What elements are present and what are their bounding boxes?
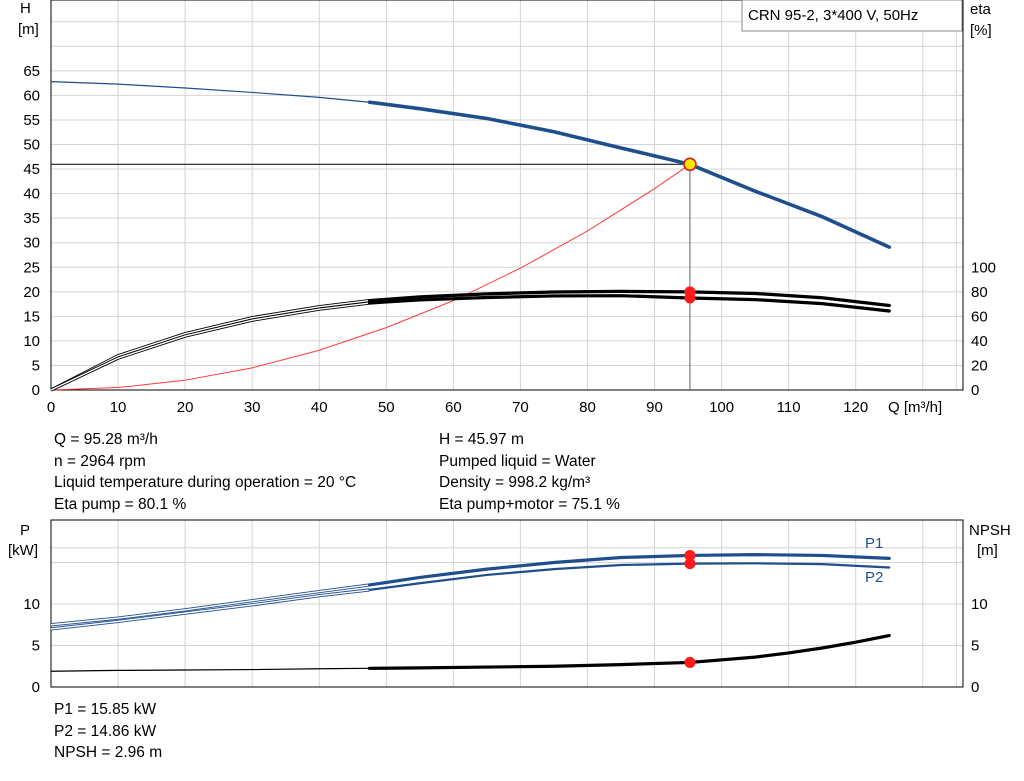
tick-label-q-11: 110 (777, 399, 801, 416)
eta-pump-line (367, 289, 891, 308)
chart-title: CRN 95-2, 3*400 V, 50Hz (748, 7, 918, 24)
tick-label-q-1: 10 (110, 399, 127, 416)
info-top-right: H = 45.97 m Pumped liquid = Water Densit… (439, 429, 620, 515)
tick-label-h-13: 65 (23, 63, 40, 80)
tick-label-p-0: 0 (32, 679, 40, 696)
info-bottom: P1 = 15.85 kW P2 = 14.86 kW NPSH = 2.96 … (54, 699, 162, 764)
tick-label-q-3: 30 (244, 399, 261, 416)
info-flow: Q = 95.28 m³/h (54, 431, 158, 448)
eta-pump-motor-line (367, 294, 891, 313)
head-curve-line-extrapolated (50, 81, 370, 103)
y-axis-unit-p: [kW] (8, 542, 38, 559)
tick-label-eta-1: 20 (971, 358, 988, 375)
tick-label-eta-3: 60 (971, 309, 988, 326)
tick-label-q-0: 0 (47, 399, 55, 416)
y-axis-unit-eta: [%] (970, 22, 992, 39)
tick-label-q-9: 90 (646, 399, 663, 416)
head-curve-line (367, 100, 892, 249)
tick-label-q-6: 60 (445, 399, 462, 416)
info-p2: P2 = 14.86 kW (54, 722, 157, 740)
series-label-p2: P2 (865, 569, 883, 586)
tick-label-eta-2: 40 (971, 333, 988, 350)
eta-pump-line-outer (50, 298, 370, 392)
y-axis-label-h: H (20, 0, 31, 17)
series-label-p1: P1 (865, 535, 883, 552)
tick-label-h-5: 25 (23, 259, 40, 276)
info-eta-pump: Eta pump = 80.1 % (54, 495, 187, 513)
info-eta-pump-motor: Eta pump+motor = 75.1 % (439, 495, 620, 513)
tick-label-eta-0: 0 (971, 382, 979, 399)
tick-label-npsh-1: 5 (971, 638, 979, 655)
y-axis-unit-npsh: [m] (977, 542, 998, 559)
tick-label-q-4: 40 (311, 399, 328, 416)
info-head: H = 45.97 m (439, 431, 524, 448)
tick-label-h-7: 35 (23, 210, 40, 227)
tick-label-q-8: 80 (579, 399, 596, 416)
tick-label-q-7: 70 (512, 399, 529, 416)
info-speed: n = 2964 rpm (54, 452, 146, 470)
npsh-curve-line-extrapolated (50, 667, 370, 672)
eta-pump-motor-point (684, 292, 696, 304)
p2-operating-point (684, 558, 696, 570)
npsh-curve-line (367, 633, 891, 670)
y-axis-unit-h: [m] (18, 21, 39, 38)
tick-label-h-12: 60 (23, 87, 40, 104)
y-axis-label-npsh: NPSH (969, 522, 1011, 539)
info-p1: P1 = 15.85 kW (54, 701, 157, 718)
info-npsh: NPSH = 2.96 m (54, 744, 163, 761)
tick-label-eta-5: 100 (971, 260, 996, 277)
tick-label-h-10: 50 (23, 137, 40, 154)
tick-label-h-2: 10 (23, 333, 40, 350)
tick-label-h-3: 15 (23, 308, 40, 325)
y-axis-label-p: P (20, 522, 30, 539)
tick-label-h-9: 45 (23, 161, 40, 178)
tick-label-q-5: 50 (378, 399, 395, 416)
tick-label-eta-4: 80 (971, 284, 988, 301)
tick-label-h-0: 0 (32, 382, 40, 399)
tick-label-npsh-0: 0 (971, 679, 979, 696)
operating-point-marker (683, 157, 697, 172)
tick-label-h-4: 20 (23, 284, 40, 301)
p1-curve-line (367, 553, 891, 587)
tick-label-h-8: 40 (23, 186, 40, 203)
tick-label-q-10: 100 (709, 399, 734, 416)
tick-label-h-6: 30 (23, 235, 40, 252)
info-pumped-liquid: Pumped liquid = Water (439, 452, 596, 470)
plot-frame-top (50, 0, 964, 391)
title-box (741, 0, 963, 32)
info-liquid-temperature: Liquid temperature during operation = 20… (54, 474, 357, 491)
tick-label-p-2: 10 (23, 596, 40, 613)
plot-frame-bottom (50, 519, 964, 688)
npsh-operating-point (684, 656, 696, 668)
p1-operating-point (684, 549, 696, 561)
tick-label-q-12: 120 (843, 399, 868, 416)
tick-label-h-1: 5 (32, 357, 40, 374)
info-top-left: Q = 95.28 m³/h n = 2964 rpm Liquid tempe… (54, 429, 356, 515)
x-axis-label-q: Q [m³/h] (888, 399, 942, 416)
p1-curve-line-inner (50, 584, 370, 626)
info-density: Density = 998.2 kg/m³ (439, 474, 591, 491)
y-axis-label-eta: eta (970, 1, 992, 18)
tick-label-q-2: 20 (177, 399, 194, 416)
tick-label-h-11: 55 (23, 112, 40, 129)
p2-curve-line-inner (50, 589, 370, 630)
p2-curve-line (368, 562, 891, 591)
eta-pump-motor-line-inner (50, 302, 370, 391)
eta-pump-line-inner (50, 299, 370, 391)
system-curve-line (50, 163, 691, 391)
tick-label-p-1: 5 (32, 638, 40, 655)
tick-label-npsh-2: 10 (971, 596, 988, 613)
